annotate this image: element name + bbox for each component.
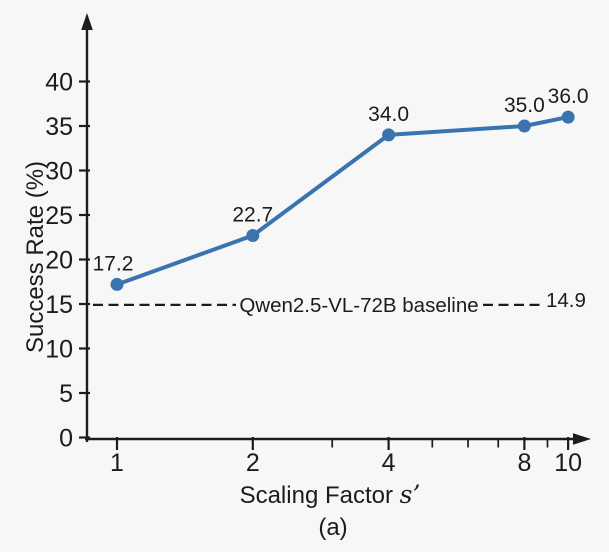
y-axis-arrow <box>81 13 93 30</box>
data-point <box>382 128 396 142</box>
x-tick-label: 2 <box>246 449 260 477</box>
data-point-label: 22.7 <box>232 203 273 226</box>
data-point-label: 35.0 <box>504 94 545 117</box>
data-point <box>246 228 260 242</box>
y-tick-label: 40 <box>45 69 73 97</box>
x-axis-arrow <box>573 433 591 445</box>
baseline-value-label: 14.9 <box>546 289 586 312</box>
x-tick-label: 10 <box>554 449 582 477</box>
y-tick-label: 25 <box>45 202 73 230</box>
y-tick-label: 0 <box>59 425 73 453</box>
data-point <box>110 277 124 291</box>
x-tick-label: 8 <box>517 449 531 477</box>
series-line <box>115 115 571 287</box>
data-point-label: 34.0 <box>368 103 409 126</box>
y-tick-label: 5 <box>59 380 73 408</box>
y-tick-label: 15 <box>45 291 73 319</box>
y-tick-label: 10 <box>45 336 73 364</box>
y-tick-label: 20 <box>45 247 73 275</box>
y-tick-label: 35 <box>45 113 73 141</box>
x-axis-variable: s’ <box>399 480 421 509</box>
data-point-label: 17.2 <box>93 252 134 275</box>
data-point <box>517 119 531 133</box>
data-point <box>561 110 575 124</box>
data-point-label: 36.0 <box>548 85 589 108</box>
y-tick-label: 30 <box>45 158 73 186</box>
x-tick-label: 4 <box>382 449 396 477</box>
x-axis-title-text: Scaling Factor <box>239 482 393 509</box>
x-tick-label: 1 <box>110 449 124 477</box>
baseline-label: Qwen2.5-VL-72B baseline <box>239 294 478 317</box>
x-axis-title: Scaling Factor s’ <box>240 480 421 510</box>
y-axis-title: Success Rate (%) <box>22 160 49 354</box>
subfigure-caption: (a) <box>318 514 348 541</box>
